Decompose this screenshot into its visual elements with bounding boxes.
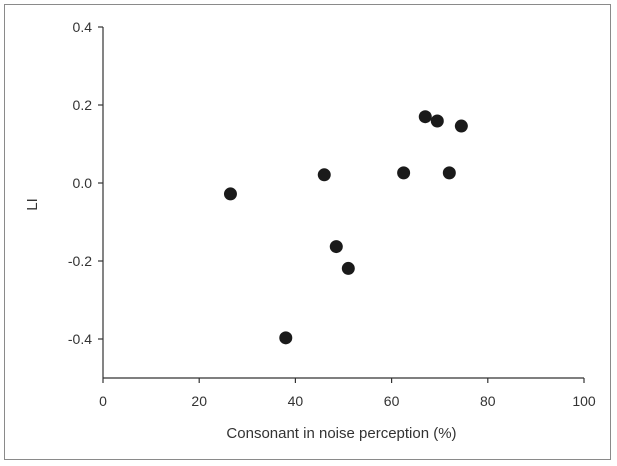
- x-tick-label: 0: [99, 393, 107, 409]
- data-point: [418, 110, 432, 124]
- data-point: [430, 114, 444, 128]
- x-tick-label: 20: [191, 393, 207, 409]
- x-tick-label: 40: [288, 393, 304, 409]
- y-axis-title: LI: [24, 198, 41, 211]
- y-tick-label: 0.2: [73, 97, 93, 113]
- x-ticks: 0 20 40 60 80 100: [99, 378, 596, 409]
- x-tick-label: 100: [572, 393, 596, 409]
- y-tick-label: 0.0: [73, 175, 93, 191]
- chart-frame: [4, 4, 611, 460]
- data-point: [341, 261, 355, 275]
- y-tick-label: -0.4: [68, 331, 92, 347]
- axes: 0.4 0.2 0.0 -0.2 -0.4 0 20 40 60 80 100: [68, 19, 596, 409]
- y-tick-label: -0.2: [68, 253, 92, 269]
- data-points: [223, 110, 468, 345]
- x-tick-label: 60: [384, 393, 400, 409]
- data-point: [442, 166, 456, 180]
- y-ticks: 0.4 0.2 0.0 -0.2 -0.4: [68, 19, 103, 347]
- data-point: [397, 166, 411, 180]
- data-point: [454, 119, 468, 133]
- y-tick-label: 0.4: [73, 19, 93, 35]
- data-point: [279, 331, 293, 345]
- x-tick-label: 80: [480, 393, 496, 409]
- x-axis-title: Consonant in noise perception (%): [226, 425, 456, 442]
- data-point: [223, 187, 237, 201]
- data-point: [317, 168, 331, 182]
- data-point: [329, 240, 343, 254]
